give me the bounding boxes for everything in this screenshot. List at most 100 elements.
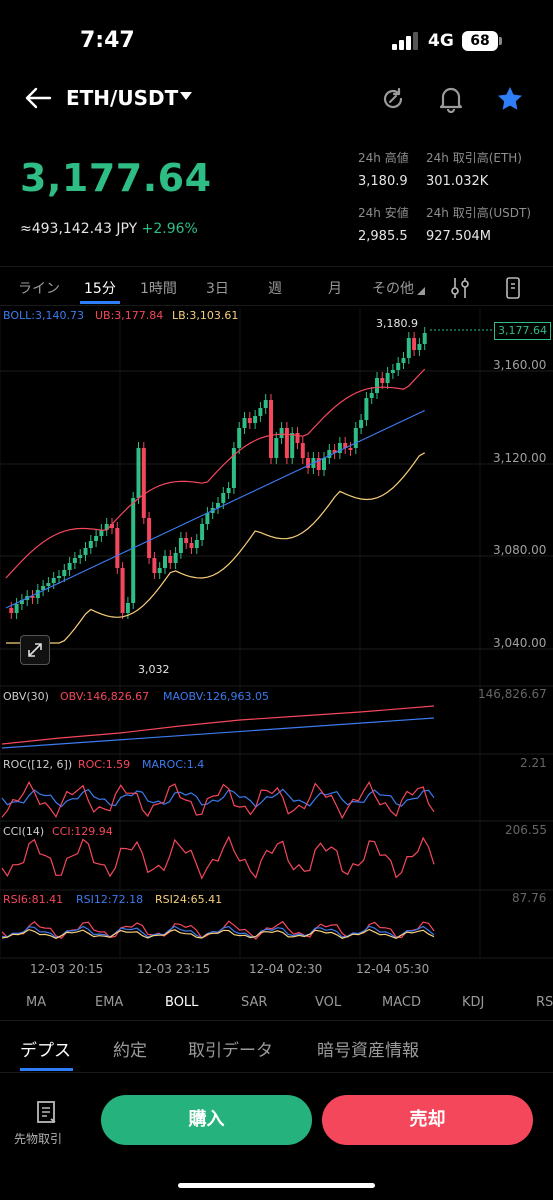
tab-1h[interactable]: 1時間 — [140, 281, 177, 297]
tab-line[interactable]: ライン — [18, 281, 60, 297]
bell-icon[interactable] — [438, 85, 464, 113]
rsi12-line — [1, 925, 435, 939]
back-arrow-icon[interactable] — [24, 86, 52, 110]
indicator-tab-vol[interactable]: VOL — [315, 995, 342, 1010]
candle-body — [62, 570, 67, 576]
candle-body — [178, 538, 183, 553]
y-axis-label: 3,040.00 — [493, 636, 547, 650]
indicator-settings-icon[interactable] — [450, 277, 470, 299]
candle-body — [157, 568, 162, 573]
futures-icon[interactable] — [35, 1100, 59, 1124]
candle-body — [141, 448, 146, 518]
signal-icon — [392, 32, 420, 50]
candle-body — [269, 400, 273, 458]
tab-trade-data[interactable]: 取引データ — [188, 1041, 273, 1061]
last-price: 3,177.64 — [20, 156, 212, 200]
pair-title[interactable]: ETH/USDT — [66, 86, 179, 110]
y-axis-label: 3,080.00 — [493, 543, 547, 557]
rsi24-line — [1, 928, 435, 939]
candle-body — [300, 443, 305, 458]
tab-15m[interactable]: 15分 — [84, 281, 116, 297]
tab-depth[interactable]: デプス — [20, 1041, 71, 1061]
candle-body — [258, 408, 263, 416]
refresh-icon[interactable] — [380, 86, 406, 112]
boll-mid-label: BOLL:3,140.73 — [3, 309, 84, 322]
vol-eth-label: 24h 取引高(ETH) — [426, 151, 522, 165]
tab-3d[interactable]: 3日 — [206, 281, 229, 297]
indicator-tab-kdj[interactable]: KDJ — [462, 995, 485, 1010]
candle-body — [99, 530, 104, 536]
indicator-tab-rs[interactable]: RS — [536, 995, 553, 1010]
candle-body — [110, 524, 114, 528]
candle-body — [385, 373, 390, 383]
candle-body — [231, 448, 236, 488]
candle-body — [184, 538, 189, 543]
candle-body — [284, 428, 289, 458]
sell-button[interactable]: 売却 — [322, 1095, 533, 1145]
candle-body — [72, 558, 77, 563]
obv-title: OBV(30) — [3, 690, 49, 703]
chevron-down-icon[interactable] — [180, 92, 192, 100]
candle-body — [263, 400, 268, 408]
candle-body — [279, 428, 284, 438]
fullscreen-phone-icon[interactable] — [505, 276, 523, 300]
obv-line — [1, 705, 435, 745]
candle-body — [242, 418, 247, 428]
candle-body — [226, 488, 231, 493]
candle-body — [104, 524, 109, 530]
vol-usdt-label: 24h 取引高(USDT) — [426, 206, 532, 220]
candle-body — [237, 428, 242, 448]
indicator-tab-ema[interactable]: EMA — [95, 995, 124, 1010]
indicator-tab-sar[interactable]: SAR — [241, 995, 268, 1010]
y-axis-label: 3,160.00 — [493, 358, 547, 372]
candlestick-chart[interactable] — [0, 308, 553, 988]
battery-icon: 68 — [462, 31, 498, 51]
candle-body — [94, 536, 99, 541]
cci-value: CCI:129.94 — [52, 825, 113, 838]
rsi6-value: RSI6:81.41 — [3, 893, 64, 906]
candle-body — [348, 448, 353, 450]
maroc-line — [1, 788, 435, 808]
star-icon[interactable] — [496, 85, 524, 113]
tab-crypto-info[interactable]: 暗号資産情報 — [317, 1041, 419, 1061]
rsi-axis: 87.76 — [512, 891, 547, 905]
roc-value: ROC:1.59 — [78, 758, 131, 771]
candle-body — [168, 556, 173, 563]
indicator-tab-ma[interactable]: MA — [26, 995, 47, 1010]
tab-month[interactable]: 月 — [328, 281, 342, 297]
futures-label[interactable]: 先物取引 — [14, 1132, 63, 1146]
rsi24-value: RSI24:65.41 — [155, 893, 223, 906]
candle-body — [147, 518, 152, 558]
candle-body — [253, 416, 258, 423]
candle-body — [375, 378, 379, 393]
obv-axis: 146,826.67 — [478, 687, 547, 701]
boll-lb-label: LB:3,103.61 — [172, 309, 239, 322]
price-change: +2.96% — [141, 221, 198, 237]
candle-body — [417, 344, 422, 350]
tab-week[interactable]: 週 — [268, 281, 282, 297]
expand-icon — [28, 643, 42, 657]
boll-lb-line — [6, 452, 425, 644]
candle-body — [322, 458, 326, 470]
x-axis-label: 12-03 20:15 — [30, 962, 104, 976]
section-tab-underline — [20, 1068, 73, 1071]
expand-chart-button[interactable] — [20, 635, 50, 665]
candle-body — [51, 578, 56, 583]
indicator-tab-boll[interactable]: BOLL — [165, 995, 199, 1010]
tab-more[interactable]: その他 — [372, 281, 414, 297]
candle-body — [337, 443, 342, 453]
low-marker: 3,032 — [138, 663, 170, 676]
x-axis-label: 12-03 23:15 — [137, 962, 211, 976]
x-axis-label: 12-04 02:30 — [249, 962, 323, 976]
candle-body — [216, 503, 220, 508]
indicator-tab-macd[interactable]: MACD — [382, 995, 421, 1010]
y-axis-label: 3,120.00 — [493, 451, 547, 465]
tab-trades[interactable]: 約定 — [113, 1041, 147, 1061]
roc-axis: 2.21 — [520, 756, 547, 770]
x-axis-label: 12-04 05:30 — [356, 962, 430, 976]
buy-button[interactable]: 購入 — [101, 1095, 312, 1145]
candle-body — [247, 418, 252, 423]
more-triangle-icon — [417, 287, 425, 295]
candle-body — [205, 513, 210, 524]
candle-body — [353, 428, 358, 448]
